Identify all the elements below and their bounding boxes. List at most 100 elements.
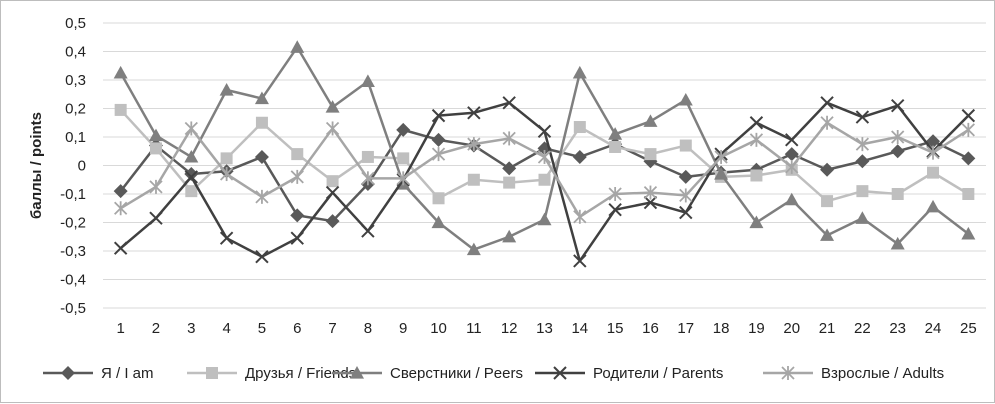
y-tick-label: 0,3 xyxy=(65,72,86,89)
data-point xyxy=(220,152,233,165)
x-tick-label: 10 xyxy=(430,320,447,337)
data-point xyxy=(325,185,340,200)
data-point xyxy=(113,65,128,79)
data-point xyxy=(114,103,127,116)
series-lines xyxy=(113,40,976,268)
legend-marker xyxy=(61,366,75,380)
data-point xyxy=(714,149,728,164)
data-point xyxy=(961,226,976,240)
data-point xyxy=(820,228,835,241)
data-point xyxy=(856,185,869,198)
data-point xyxy=(361,171,375,186)
data-point xyxy=(538,173,551,186)
data-point xyxy=(573,254,587,268)
data-point xyxy=(255,116,268,129)
x-tick-label: 15 xyxy=(607,320,624,337)
data-point xyxy=(962,188,975,200)
data-point xyxy=(785,133,799,147)
data-point xyxy=(432,192,445,205)
data-point xyxy=(678,92,693,106)
data-point xyxy=(290,208,305,223)
data-point xyxy=(784,192,799,206)
legend-item: Друзья / Friends xyxy=(187,365,356,382)
legend-marker xyxy=(350,366,364,379)
y-tick-label: 0,5 xyxy=(65,15,86,32)
y-tick-label: 0,1 xyxy=(65,129,86,146)
data-point xyxy=(255,249,269,264)
data-point xyxy=(502,229,517,243)
data-point xyxy=(396,171,410,186)
data-point xyxy=(325,100,340,113)
data-point xyxy=(184,149,199,163)
data-point xyxy=(184,170,199,184)
data-point xyxy=(466,242,481,256)
data-point xyxy=(573,209,587,224)
x-tick-label: 11 xyxy=(466,320,482,337)
legend-marker xyxy=(206,367,218,379)
x-tick-label: 9 xyxy=(399,320,407,337)
data-point xyxy=(290,169,304,184)
data-point xyxy=(890,98,905,113)
data-point xyxy=(961,122,975,137)
legend-item: Сверстники / Peers xyxy=(332,365,523,382)
data-point xyxy=(891,130,905,144)
x-tick-label: 25 xyxy=(960,320,977,337)
data-point xyxy=(290,40,305,53)
x-tick-label: 20 xyxy=(783,320,800,337)
data-point xyxy=(784,147,799,162)
data-point xyxy=(855,137,870,152)
data-point xyxy=(254,91,269,105)
data-point xyxy=(326,175,339,188)
data-point xyxy=(890,144,905,159)
x-tick-label: 18 xyxy=(713,320,730,337)
data-point xyxy=(291,148,304,161)
data-point xyxy=(184,121,198,136)
data-point xyxy=(679,139,692,152)
data-point xyxy=(749,132,764,147)
data-point xyxy=(113,184,128,199)
y-axis-ticks: 0,5 0,4 0,3 0,2 0,1 0 -0,1 -0,2 -0,3 -0,4 -0,5 xyxy=(60,15,86,317)
legend-label: Взрослые / Adults xyxy=(821,365,944,382)
data-point xyxy=(325,214,340,229)
y-tick-label: -0,4 xyxy=(60,272,86,289)
data-point xyxy=(679,205,693,220)
data-point xyxy=(678,169,693,184)
data-point xyxy=(431,147,446,162)
data-point xyxy=(750,169,763,182)
legend-item: Я / I am xyxy=(43,365,154,382)
data-point xyxy=(537,212,552,226)
data-point xyxy=(219,167,234,182)
data-point xyxy=(149,211,163,225)
legend-item: Родители / Parents xyxy=(535,365,723,382)
data-point xyxy=(537,124,552,139)
series-2 xyxy=(114,103,975,208)
x-tick-label: 13 xyxy=(536,320,553,337)
x-tick-label: 12 xyxy=(501,320,518,337)
y-tick-label: 0,4 xyxy=(65,44,86,61)
data-point xyxy=(148,128,163,142)
data-point xyxy=(502,131,516,146)
data-point xyxy=(820,162,835,177)
x-tick-label: 21 xyxy=(819,320,836,337)
x-tick-label: 22 xyxy=(854,320,871,337)
legend-label: Я / I am xyxy=(101,365,154,382)
series-5 xyxy=(114,115,975,224)
x-tick-label: 8 xyxy=(364,320,372,337)
legend: Я / I am Друзья / Friends Сверстники / Pee… xyxy=(43,365,944,382)
y-tick-label: -0,3 xyxy=(60,243,86,260)
y-tick-label: -0,2 xyxy=(60,215,86,232)
data-point xyxy=(254,149,269,164)
data-point xyxy=(643,114,658,127)
data-point xyxy=(467,137,481,152)
x-tick-label: 7 xyxy=(328,320,336,337)
data-point xyxy=(114,201,128,216)
data-point xyxy=(360,74,375,88)
data-point xyxy=(855,110,870,124)
legend-item: Взрослые / Adults xyxy=(763,365,944,382)
data-point xyxy=(431,132,446,147)
data-point xyxy=(255,189,269,204)
data-point xyxy=(961,108,976,123)
x-tick-label: 4 xyxy=(222,320,230,337)
data-point xyxy=(290,231,304,245)
legend-marker xyxy=(553,366,567,380)
